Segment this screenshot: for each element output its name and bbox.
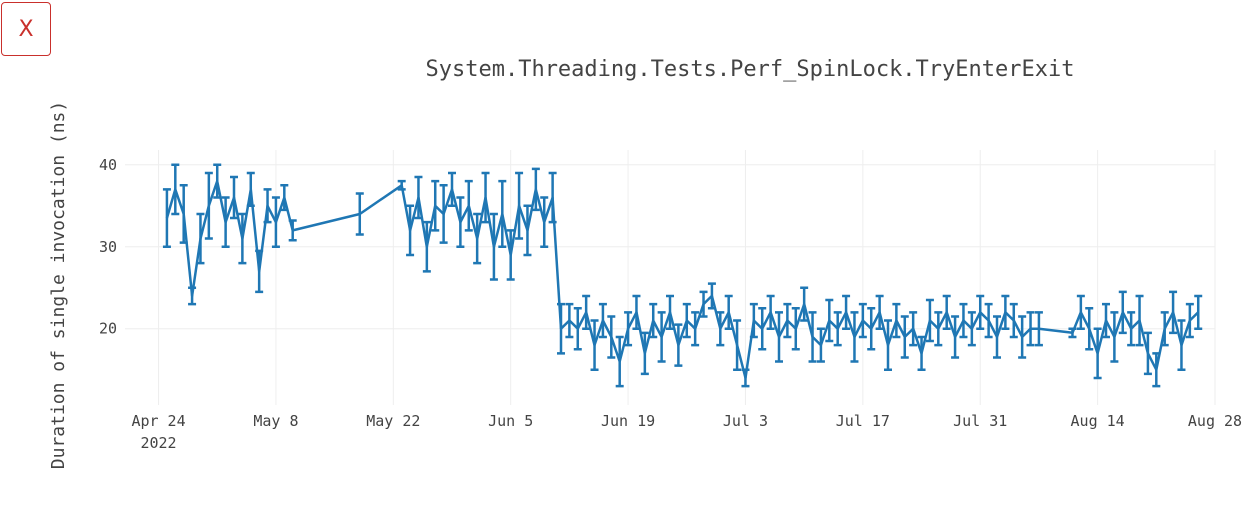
y-axis-label: Duration of single invocation (ns) [48,101,69,469]
chart-title: System.Threading.Tests.Perf_SpinLock.Try… [425,57,1074,82]
x-tick-label: May 22 [366,412,420,430]
x-tick-label: Aug 28 [1188,412,1242,430]
x-tick-label: Jun 19 [601,412,655,430]
close-button[interactable]: X [1,2,51,56]
y-tick-label: 30 [99,238,117,256]
x-tick-label: Jul 17 [836,412,890,430]
line [165,179,1200,380]
x-tick-label: Jul 3 [723,412,768,430]
x-tick-label: May 8 [253,412,298,430]
x-tick-label: Jun 5 [488,412,533,430]
x-tick-label: Aug 14 [1071,412,1125,430]
x-tick-label: Apr 24 2022 [131,412,185,452]
y-tick-label: 20 [99,320,117,338]
y-tick-label: 40 [99,156,117,174]
x-tick-label: Jul 31 [953,412,1007,430]
